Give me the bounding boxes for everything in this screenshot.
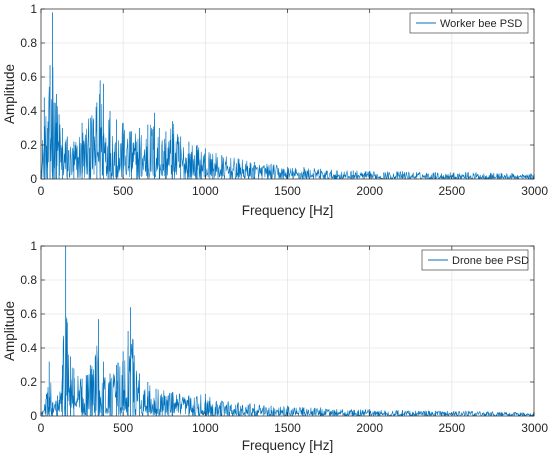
drone-bee-psd-plot: Drone bee PSD 0 500 1000 1500 2000 2500 3000 0 0.… [2, 239, 548, 453]
legend-box [409, 12, 529, 34]
x-axis-label: Frequency [Hz] [242, 203, 334, 218]
y-tick-label: 0 [30, 409, 37, 423]
x-tick-label: 0 [38, 421, 45, 435]
x-tick-label: 1000 [192, 421, 219, 435]
legend: Drone bee PSD [421, 249, 529, 271]
legend-label: Worker bee PSD [440, 18, 522, 30]
worker-bee-psd-plot: Worker bee PSD 0 500 1000 1500 2000 2500 3000 0 0… [2, 2, 548, 218]
y-axis-label: Amplitude [2, 301, 17, 361]
legend: Worker bee PSD [409, 12, 529, 34]
x-tick-label: 2000 [356, 184, 383, 198]
x-tick-label: 1500 [274, 421, 301, 435]
x-tick-label: 3000 [521, 184, 548, 198]
y-tick-label: 0.6 [20, 70, 37, 84]
x-axis-label: Frequency [Hz] [242, 438, 334, 453]
y-tick-label: 0.4 [20, 341, 37, 355]
x-tick-label: 500 [113, 184, 133, 198]
y-tick-label: 0 [30, 172, 37, 186]
y-tick-label: 0.6 [20, 307, 37, 321]
y-tick-label: 0.2 [20, 138, 37, 152]
x-tick-label: 1500 [274, 184, 301, 198]
x-tick-label: 0 [38, 184, 45, 198]
x-tick-label: 2500 [438, 184, 465, 198]
legend-box [421, 249, 529, 271]
y-tick-label: 0.4 [20, 104, 37, 118]
y-axis-label: Amplitude [2, 64, 17, 124]
y-tick-label: 0.8 [20, 273, 37, 287]
x-tick-label: 3000 [521, 421, 548, 435]
x-tick-label: 2000 [356, 421, 383, 435]
y-tick-label: 0.8 [20, 36, 37, 50]
y-tick-label: 0.2 [20, 375, 37, 389]
legend-label: Drone bee PSD [452, 255, 529, 267]
y-tick-label: 1 [30, 239, 37, 253]
y-tick-label: 1 [30, 2, 37, 16]
x-tick-label: 1000 [192, 184, 219, 198]
x-tick-label: 500 [113, 421, 133, 435]
x-tick-label: 2500 [438, 421, 465, 435]
